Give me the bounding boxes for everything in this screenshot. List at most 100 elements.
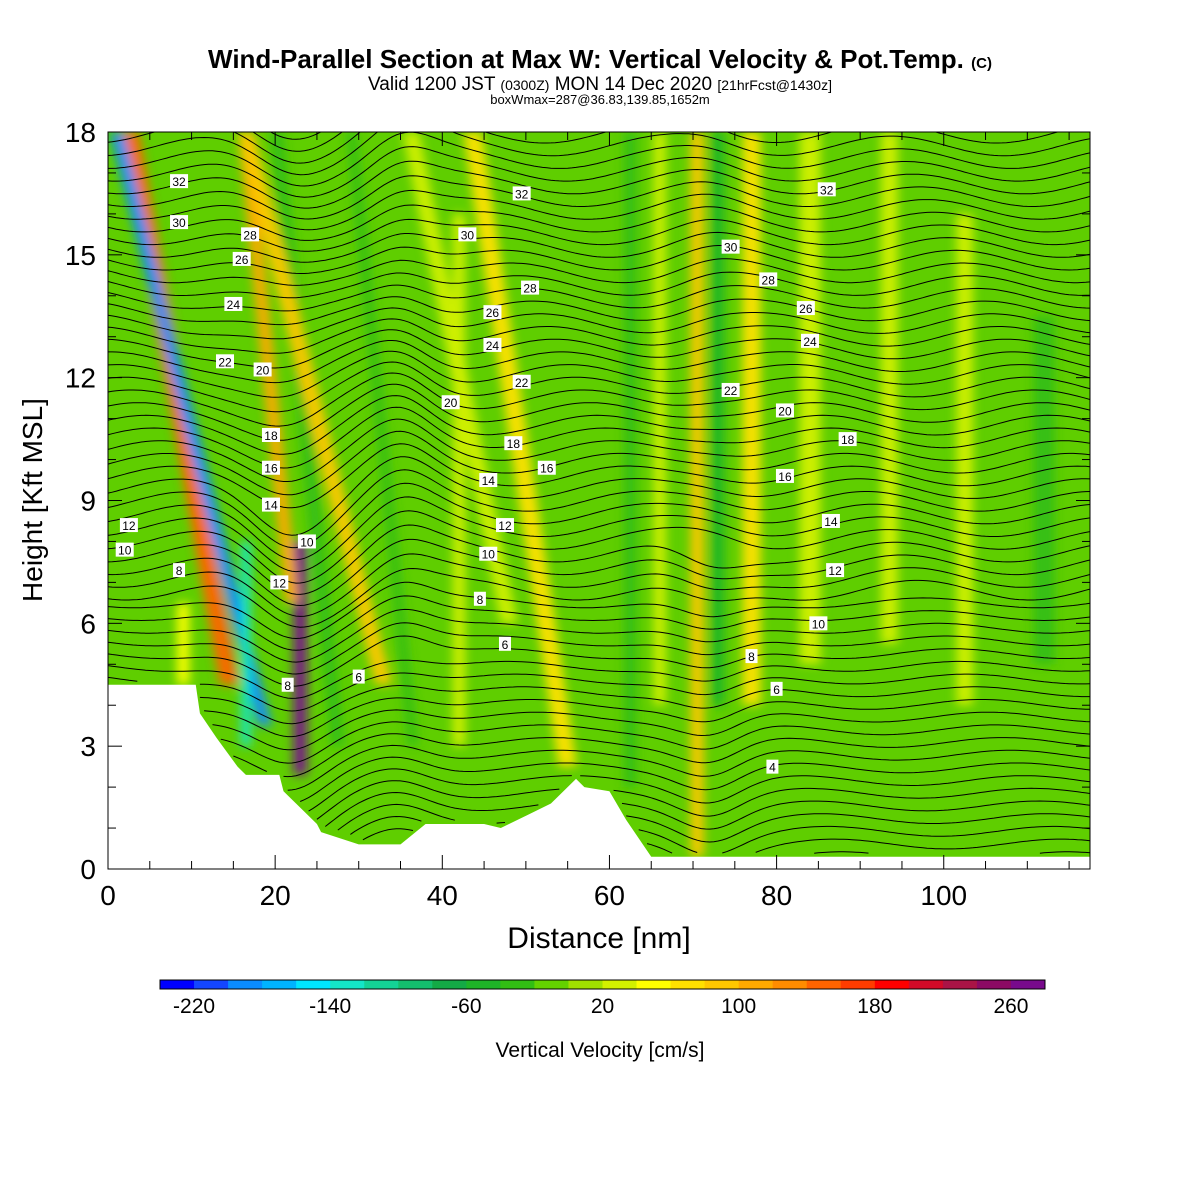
contour-label-bg	[241, 227, 260, 242]
contour-label-bg	[826, 563, 845, 578]
isentrope-line	[252, 132, 343, 152]
isentrope-line	[362, 828, 1090, 854]
colorbar-swatch	[908, 980, 944, 989]
contour-label-bg	[521, 280, 540, 295]
velocity-band-17	[799, 132, 821, 665]
colorbar-swatch	[466, 980, 501, 989]
colorbar-swatch	[704, 980, 740, 989]
velocity-band-9	[452, 213, 466, 747]
colorbar-swatch	[806, 980, 842, 989]
contour-label-bg	[721, 239, 740, 254]
contour-label: 12	[828, 564, 842, 578]
contour-label-bg	[537, 460, 556, 475]
colorbar-swatch	[330, 980, 365, 989]
contour-label-bg	[170, 174, 189, 189]
colorbar-swatch	[840, 980, 876, 989]
contour-label-bg	[721, 382, 740, 397]
colorbar-frame	[159, 979, 1046, 990]
contour-label-bg	[170, 215, 189, 230]
plot-area: 3230282624222018161412108101286323028262…	[65, 117, 1091, 911]
isentrope-line	[108, 608, 1090, 663]
contour-label: 20	[778, 404, 792, 418]
contour-label-bg	[483, 337, 502, 352]
colorbar-tick-label: 180	[857, 995, 892, 1018]
colorbar-swatch	[738, 980, 774, 989]
colorbar-swatch	[772, 980, 808, 989]
axis-ticks	[107, 131, 1090, 870]
isentrope-line	[108, 456, 1090, 536]
velocity-band-13	[653, 132, 666, 706]
y-tick-label: 3	[80, 731, 96, 762]
isentrope-line	[108, 350, 1090, 398]
contour-label-bg	[770, 681, 783, 696]
contour-label: 32	[515, 187, 529, 201]
x-tick-label: 100	[920, 880, 967, 911]
colorbar-swatch	[1010, 980, 1046, 989]
contour-label-bg	[261, 497, 280, 512]
contour-label: 12	[273, 576, 287, 590]
contour-label: 18	[841, 433, 855, 447]
contour-label: 22	[218, 355, 232, 369]
contour-label: 28	[523, 282, 537, 296]
contour-label-bg	[479, 473, 498, 488]
contour-label: 26	[235, 253, 249, 267]
colorbar-swatch	[942, 980, 978, 989]
isentrope-line	[108, 132, 1090, 176]
colorbar-swatch	[976, 980, 1012, 989]
isentrope-line	[300, 756, 1090, 802]
contour-label-bg	[801, 333, 820, 348]
colorbar-swatch	[500, 980, 535, 989]
contour-labels: 32 30 28 26 24 22 20 18 16 14 12 10 8 10 12 8 6 32 30 28 26 2…	[115, 174, 857, 775]
isentrope-line	[287, 744, 1090, 791]
isentrope-line	[814, 851, 1090, 854]
contour-label-bg	[173, 563, 186, 578]
contour-label-bg	[817, 182, 836, 197]
contour-label-bg	[796, 301, 815, 316]
contour-label: 30	[172, 216, 186, 230]
contour-label-bg	[775, 468, 794, 483]
contour-label: 24	[803, 335, 817, 349]
contour-label-bg	[512, 374, 531, 389]
contour-label: 12	[122, 519, 136, 533]
isentrope-line	[108, 538, 1090, 607]
subtitle-forecast: [21hrFcst@1430z]	[717, 77, 832, 93]
y-axis-label: Height [Kft MSL]	[17, 398, 48, 602]
y-tick-label: 15	[65, 240, 96, 271]
isentrope-line	[316, 780, 1090, 820]
colorbar-swatch	[262, 980, 297, 989]
contour-label-bg	[498, 636, 511, 651]
isentrope-line	[108, 672, 1090, 712]
contour-label: 30	[724, 241, 738, 255]
contour-label: 8	[748, 650, 755, 664]
x-tick-label: 0	[100, 880, 116, 911]
isentrope-line	[108, 482, 1090, 561]
isentrope-line	[108, 160, 1090, 209]
contour-label: 28	[762, 273, 776, 287]
isentrope-line	[212, 709, 1090, 751]
contour-label: 14	[264, 499, 278, 513]
contour-label: 16	[540, 462, 554, 476]
contour-label-bg	[232, 251, 251, 266]
colorbar-swatch	[534, 980, 569, 989]
contour-label: 6	[355, 671, 362, 685]
contour-label-bg	[821, 513, 840, 528]
velocity-band-15	[711, 132, 725, 706]
contour-label-bg	[838, 432, 857, 447]
contour-label-bg	[352, 669, 365, 684]
contour-label-bg	[261, 427, 280, 442]
contour-label-bg	[216, 354, 235, 369]
isentrope-line	[108, 307, 1090, 340]
isentrope-line	[220, 721, 1090, 764]
velocity-band-3	[240, 541, 251, 747]
chart-boxline: boxWmax=287@36.83,139.85,1652m	[490, 92, 710, 107]
contour-label-bg	[759, 272, 778, 287]
isentrope-line	[233, 733, 1090, 778]
x-axis-label: Distance [nm]	[507, 922, 690, 955]
isentrope-line	[108, 372, 1090, 427]
contour-label: 6	[773, 683, 780, 697]
isentrope-line	[350, 815, 1090, 854]
colorbar-swatch	[432, 980, 467, 989]
isentrope-line	[108, 469, 1090, 549]
isentrope-line	[108, 329, 1090, 369]
colorbar-tick-label: 100	[721, 995, 756, 1018]
